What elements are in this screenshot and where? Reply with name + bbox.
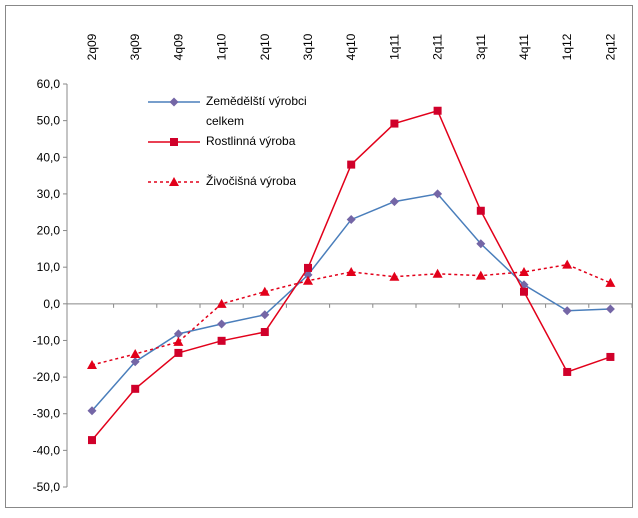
series-marker: [303, 275, 313, 285]
legend-marker: [169, 97, 179, 107]
x-tick-label: 2q12: [603, 33, 617, 60]
x-tick-label: 3q11: [474, 34, 488, 60]
x-tick-label: 4q11: [517, 34, 531, 60]
legend-entry: Zemědělští výrobci celkem: [206, 94, 307, 128]
series-marker: [174, 348, 183, 357]
legend-label: Zemědělští výrobci celkem: [206, 94, 307, 128]
y-tick-label: 10,0: [37, 260, 61, 274]
series-marker: [259, 286, 270, 296]
series-marker: [562, 259, 573, 269]
x-tick-label: 1q10: [215, 33, 229, 60]
y-tick-label: 0,0: [43, 297, 60, 311]
series-marker: [346, 215, 356, 225]
x-tick-label: 3q10: [301, 33, 315, 60]
series-marker: [562, 306, 572, 316]
series-marker: [346, 266, 357, 276]
series-marker: [433, 106, 442, 115]
series-marker: [217, 336, 226, 345]
series-marker: [390, 119, 399, 128]
series-marker: [87, 406, 97, 416]
y-tick-label: 40,0: [37, 150, 61, 164]
series-marker: [304, 263, 312, 272]
series-marker: [475, 270, 486, 280]
y-tick-label: -20,0: [33, 370, 61, 384]
series-marker: [130, 349, 141, 359]
x-tick-label: 2q11: [431, 34, 445, 60]
legend-entry: Živočišná výroba: [206, 174, 297, 188]
series-marker: [389, 271, 400, 281]
x-tick-label: 1q11: [387, 34, 401, 60]
x-tick-label: 2q09: [85, 33, 99, 60]
x-tick-label: 3q09: [128, 33, 142, 60]
x-tick-label: 4q09: [171, 33, 185, 60]
series-marker: [131, 384, 140, 393]
series-marker: [389, 197, 399, 207]
x-tick-label: 4q10: [344, 33, 358, 60]
series-marker: [433, 189, 443, 199]
series-marker: [260, 328, 269, 337]
y-tick-label: -50,0: [33, 480, 61, 494]
series-marker: [217, 319, 227, 329]
series-marker: [347, 160, 356, 169]
x-tick-label: 1q12: [560, 33, 574, 60]
series-marker: [432, 268, 443, 278]
chart-border: [5, 5, 633, 508]
x-tick-label: 2q10: [258, 33, 272, 60]
legend-label: Rostlinná výroba: [206, 134, 296, 148]
series-marker: [605, 277, 616, 287]
series-marker: [87, 360, 97, 370]
legend-entry: Rostlinná výroba: [206, 134, 296, 148]
series-marker: [216, 298, 227, 308]
y-tick-label: 50,0: [37, 114, 61, 128]
y-tick-label: 30,0: [37, 187, 61, 201]
y-tick-label: -30,0: [33, 407, 61, 421]
y-tick-label: -40,0: [33, 443, 61, 457]
series-marker: [563, 367, 572, 376]
series-marker: [88, 436, 96, 445]
y-tick-label: -10,0: [33, 333, 61, 347]
legend-marker: [169, 177, 179, 186]
series-marker: [519, 266, 529, 276]
y-tick-label: 60,0: [37, 77, 61, 91]
series-marker: [260, 310, 270, 320]
legend-marker: [170, 138, 178, 146]
series-marker: [173, 336, 184, 346]
y-tick-label: 20,0: [37, 224, 61, 238]
series-marker: [520, 287, 528, 296]
series-marker: [476, 239, 486, 249]
series-marker: [476, 206, 485, 215]
series-marker: [606, 352, 615, 361]
series-marker: [130, 357, 140, 367]
series-marker: [173, 329, 183, 339]
series-marker: [605, 304, 615, 314]
series-marker: [303, 270, 313, 280]
legend-label: Živočišná výroba: [206, 174, 297, 188]
